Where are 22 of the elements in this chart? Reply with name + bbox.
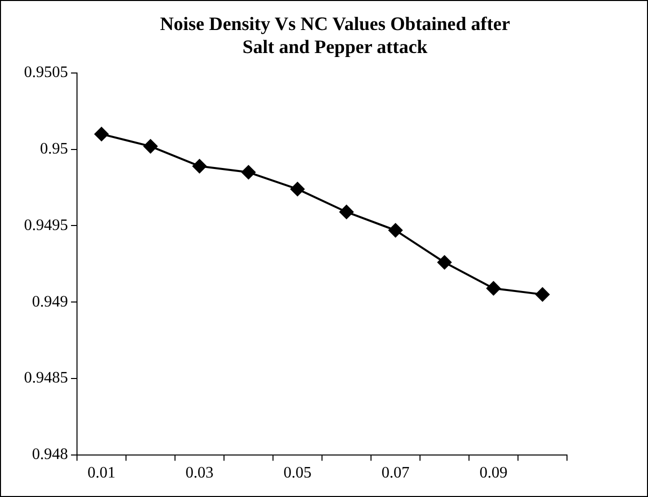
point xyxy=(94,127,108,142)
x-tick-label: 0.05 xyxy=(284,464,312,482)
x-tick-label: 0.01 xyxy=(88,464,116,482)
chart-title: Noise Density Vs NC Values Obtained after Salt and Pepper attack xyxy=(158,13,512,59)
y-tick-label: 0.949 xyxy=(32,293,68,310)
point xyxy=(242,165,256,180)
point xyxy=(388,223,402,238)
x-tick-label: 0.09 xyxy=(480,464,508,482)
y-tick-label: 0.9495 xyxy=(24,216,68,234)
y-tick-label: 0.9505 xyxy=(24,64,68,82)
y-tick-label: 0.95 xyxy=(40,140,68,158)
y-tick-label: 0.948 xyxy=(32,446,68,464)
point xyxy=(340,204,354,219)
point xyxy=(536,287,550,302)
x-tick-label: 0.07 xyxy=(382,464,410,482)
x-tick-label: 0.03 xyxy=(186,464,214,482)
y-tick-label: 0.9485 xyxy=(24,370,68,387)
point xyxy=(486,281,500,296)
point xyxy=(438,255,452,270)
point xyxy=(192,159,206,174)
point xyxy=(144,139,158,154)
point xyxy=(290,182,304,196)
